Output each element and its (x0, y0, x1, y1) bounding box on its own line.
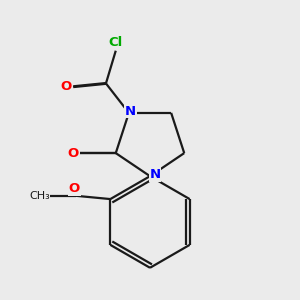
Text: O: O (60, 80, 72, 93)
Text: Cl: Cl (109, 36, 123, 49)
Text: CH₃: CH₃ (29, 191, 50, 201)
Text: N: N (149, 168, 161, 181)
Text: O: O (67, 147, 78, 160)
Text: N: N (125, 105, 136, 118)
Text: O: O (69, 182, 80, 195)
